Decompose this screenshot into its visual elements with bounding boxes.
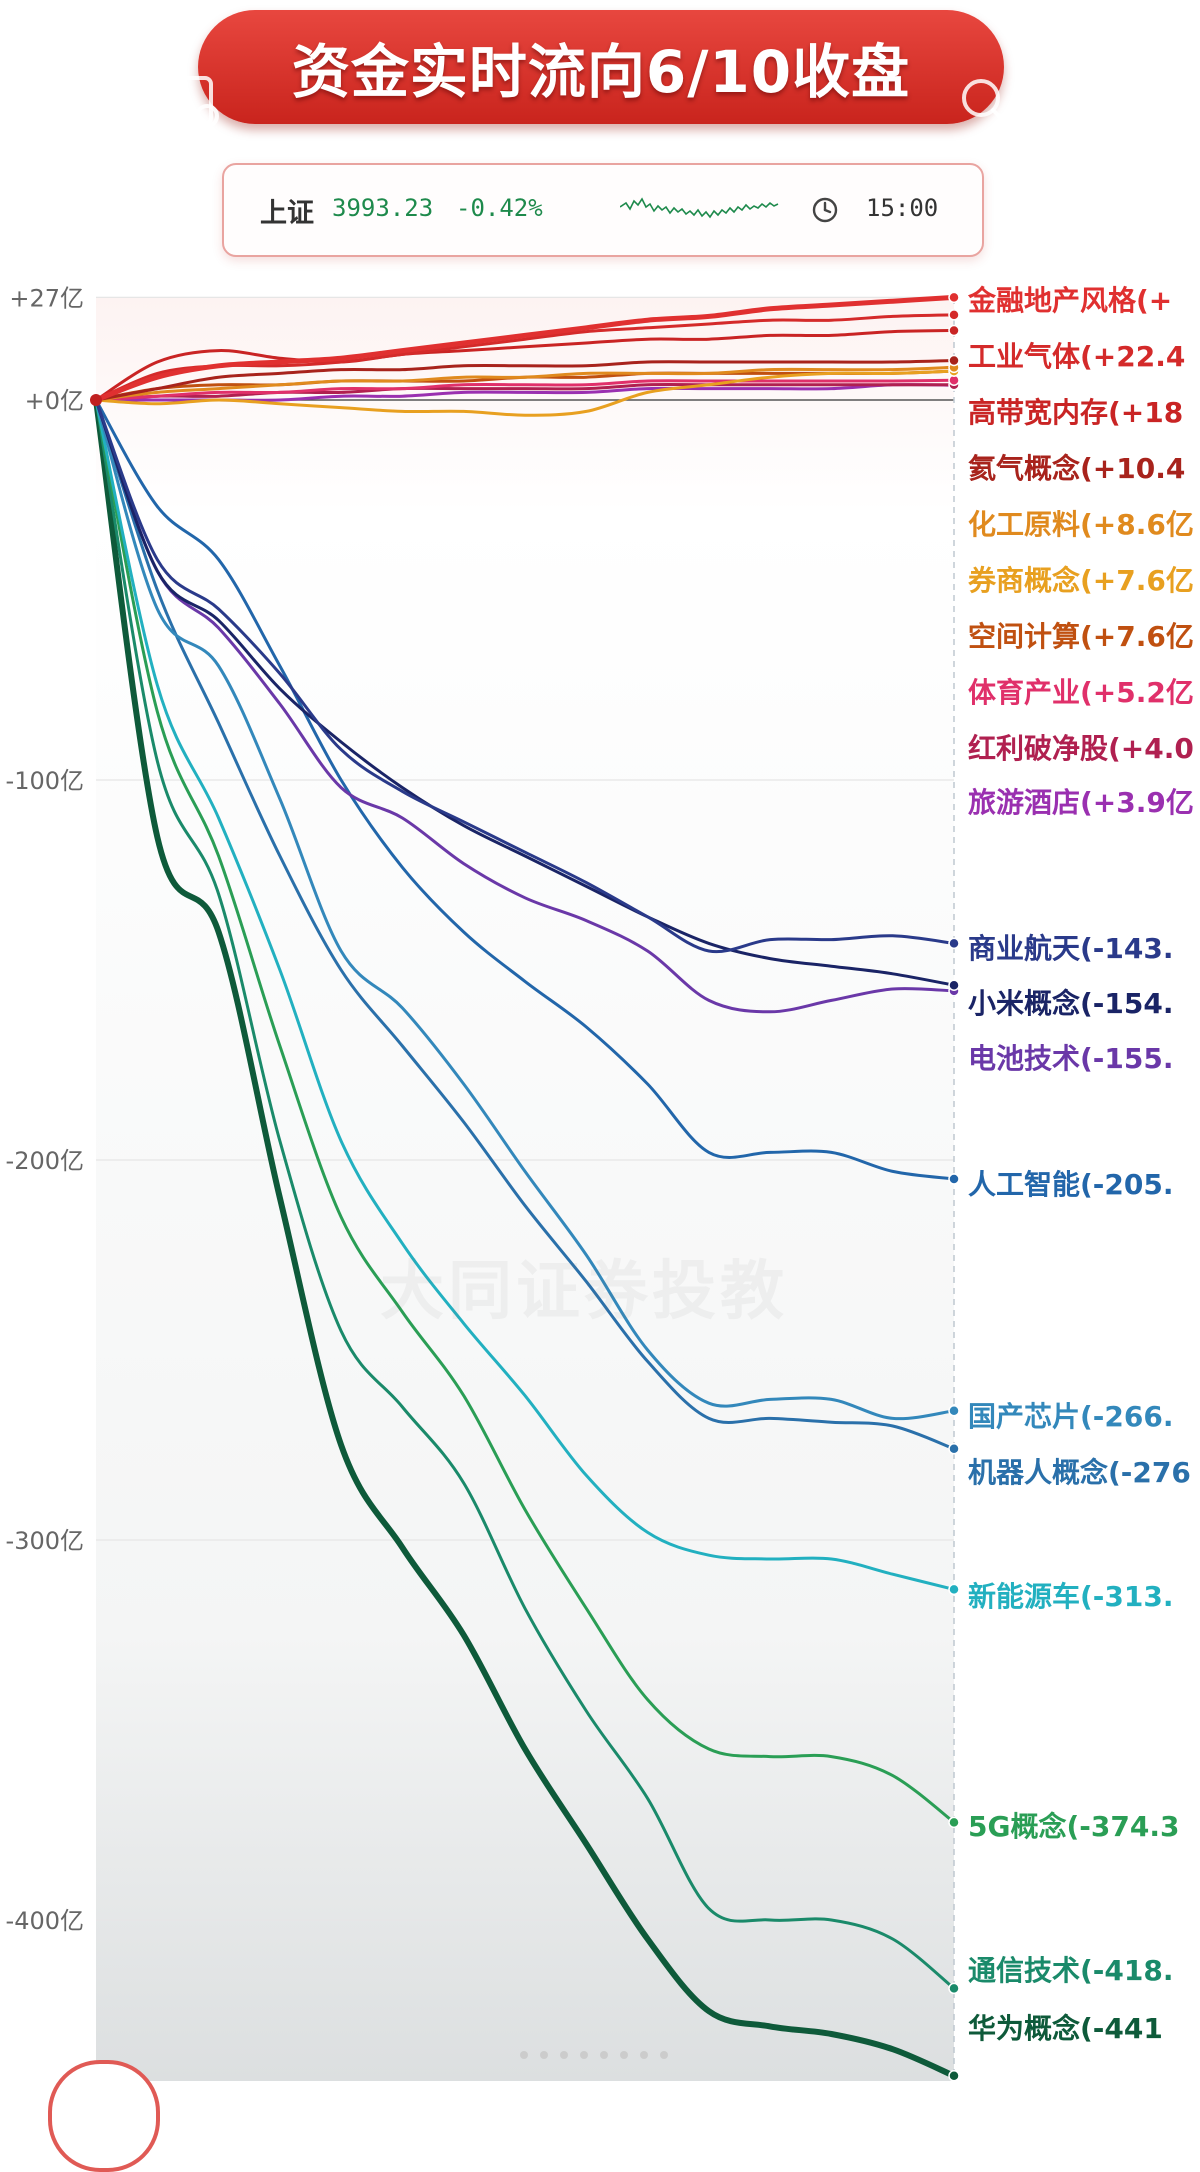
series-line	[93, 294, 957, 403]
series-label: 体育产业(+5.2亿	[968, 676, 1194, 709]
series-label: 5G概念(-374.3	[968, 1810, 1179, 1843]
series-label: 华为概念(-441	[968, 2012, 1163, 2045]
origin-point	[90, 394, 102, 406]
index-change: -0.42%	[456, 194, 543, 222]
page-dot[interactable]	[620, 2051, 628, 2059]
watermark: 大同证券投教	[380, 1255, 788, 1329]
title-banner: 资金实时流向6/10收盘	[198, 10, 1004, 124]
series-line	[94, 398, 956, 987]
series-line	[94, 398, 956, 1824]
page-dot[interactable]	[600, 2051, 608, 2059]
series-label: 红利破净股(+4.0	[968, 732, 1194, 765]
series-end-point	[948, 1982, 960, 1995]
page-indicator[interactable]	[500, 2047, 700, 2063]
series-label: 小米概念(-154.	[968, 987, 1174, 1020]
page-title: 资金实时流向6/10收盘	[291, 38, 911, 106]
series-line	[94, 365, 956, 402]
series-end-point	[948, 1443, 960, 1455]
series-line	[94, 369, 956, 417]
plot-area	[96, 298, 954, 2081]
series-end-point	[948, 979, 960, 991]
series-label: 国产芯片(-266.	[968, 1400, 1174, 1433]
series-end-point	[948, 309, 960, 321]
series-end-point	[948, 1173, 960, 1185]
series-line	[94, 398, 956, 1014]
page-dot[interactable]	[560, 2051, 568, 2059]
series-label: 金融地产风格(+	[967, 284, 1172, 317]
series-line	[94, 398, 956, 1591]
series-line	[94, 398, 956, 1181]
series-label: 旅游酒店(+3.9亿	[968, 786, 1194, 819]
series-label: 商业航天(-143.	[968, 932, 1174, 965]
series-line	[94, 383, 956, 402]
document-icon[interactable]	[165, 72, 225, 132]
series-label: 电池技术(-155.	[968, 1042, 1174, 1075]
page-dot[interactable]	[640, 2051, 648, 2059]
series-label: 通信技术(-418.	[968, 1954, 1174, 1987]
fund-flow-chart: +27亿 +0亿 -100亿 -200亿 -300亿 -400亿 金融地产风格(+ 工业气体…	[6, 284, 1194, 2081]
series-label: 机器人概念(-276	[968, 1456, 1191, 1489]
series-end-point	[948, 937, 960, 950]
index-value: 3993.23	[332, 194, 434, 222]
page-dot[interactable]	[540, 2051, 548, 2059]
series-label: 氦气概念(+10.4	[968, 452, 1185, 485]
series-label: 人工智能(-205.	[968, 1168, 1174, 1201]
share-icon[interactable]	[1080, 72, 1140, 132]
y-tick-label: -300亿	[6, 1527, 84, 1555]
index-card[interactable]: 上证 3993.23 -0.42% 15:00	[222, 163, 984, 257]
page-dot[interactable]	[580, 2051, 588, 2059]
floating-button[interactable]	[48, 2060, 160, 2172]
index-time: 15:00	[866, 194, 939, 222]
series-end-point	[948, 324, 960, 337]
series-line	[94, 398, 956, 1990]
index-sparkline	[620, 197, 779, 219]
series-end-point	[948, 1405, 960, 1417]
series-line	[94, 398, 956, 1451]
series-line	[94, 329, 956, 402]
page-dot[interactable]	[660, 2051, 668, 2059]
series-end-point	[948, 1583, 960, 1596]
index-name: 上证	[260, 198, 314, 229]
series-label: 高带宽内存(+18	[968, 396, 1183, 429]
y-tick-label: -100亿	[6, 767, 84, 795]
series-line	[94, 359, 956, 402]
search-icon[interactable]	[955, 72, 1015, 132]
series-end-point	[948, 354, 960, 367]
y-tick-label: -400亿	[6, 1907, 84, 1935]
series-label: 券商概念(+7.6亿	[968, 564, 1194, 597]
series-line	[94, 378, 956, 402]
series-end-point	[948, 291, 960, 304]
series-label: 新能源车(-313.	[968, 1580, 1174, 1613]
series-line	[94, 398, 956, 1421]
series-line	[93, 397, 957, 2079]
page-dot[interactable]	[520, 2051, 528, 2059]
y-tick-label: -200亿	[6, 1147, 84, 1175]
series-label: 空间计算(+7.6亿	[968, 620, 1194, 653]
series-label: 工业气体(+22.4	[968, 340, 1185, 373]
series-end-point	[948, 2070, 960, 2081]
y-tick-label: +0亿	[25, 387, 84, 415]
series-label: 化工原料(+8.6亿	[968, 508, 1194, 541]
clock-icon	[812, 197, 838, 223]
series-line	[94, 398, 956, 954]
back-icon[interactable]: ‹	[61, 72, 83, 132]
y-tick-label: +27亿	[9, 284, 84, 312]
series-end-point	[948, 1816, 960, 1829]
